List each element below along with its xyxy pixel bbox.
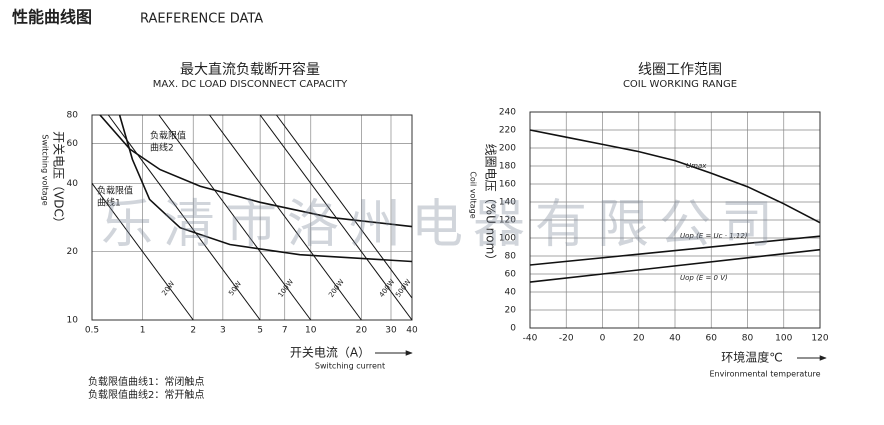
curve-label: 负载限值 [150,130,186,142]
x-tick-label: 0.5 [85,326,99,336]
y-tick-label: 60 [67,139,79,149]
x-tick-label: 120 [811,334,828,344]
x-tick-label: -40 [523,334,538,344]
y-tick-label: 40 [505,288,517,298]
x-tick-label: 20 [356,326,368,336]
curve-label: 曲线1 [97,197,121,209]
chart-title: 最大直流负载断开容量 [180,61,320,78]
power-line [91,183,194,321]
x-tick-label: 40 [669,334,681,344]
chart-subtitle: COIL WORKING RANGE [623,79,737,90]
x-tick-label: 20 [633,334,645,344]
y-tick-label: 20 [505,306,517,316]
series-line [529,235,821,266]
x-axis-label: 环境温度℃ [721,350,782,365]
series-line [529,129,821,224]
curve-label: 曲线2 [150,142,174,154]
y-tick-label: 120 [499,216,516,226]
power-line [209,114,362,321]
note: 负载限值曲线2：常开触点 [88,388,204,401]
x-axis-label: 开关电流（A） [290,346,370,360]
x-tick-label: -20 [559,334,574,344]
y-tick-label: 200 [499,144,516,154]
y-tick-label: 100 [499,234,516,244]
y-axis-label: 开关电压（VDC） [52,131,66,229]
y-axis-label-en: Coil voltage [469,171,478,218]
watermark: 乐清市洛州电器有限公司 [101,195,783,255]
x-tick-label: 0 [600,334,606,344]
x-tick-label: 7 [282,326,288,336]
series-line [529,248,821,283]
y-tick-label: 80 [67,111,79,121]
x-tick-label: 30 [385,326,397,336]
y-axis-label: 线圈电压（%U nom） [484,144,498,267]
x-tick-label: 40 [406,326,418,336]
series-label: Umax [686,162,707,170]
x-axis-label-en: Environmental temperature [709,370,820,379]
y-tick-label: 220 [499,126,516,136]
x-tick-label: 10 [305,326,317,336]
chart-subtitle: MAX. DC LOAD DISCONNECT CAPACITY [153,79,348,90]
y-tick-label: 20 [67,247,79,257]
header-title: 性能曲线图 [12,8,92,27]
note: 负载限值曲线1：常闭触点 [88,375,204,388]
x-tick-label: 60 [706,334,718,344]
power-line [276,114,413,299]
y-tick-label: 40 [67,179,79,189]
header-subtitle: RAEFERENCE DATA [140,12,263,27]
y-tick-label: 10 [67,316,79,326]
x-tick-label: 100 [775,334,792,344]
series-line [118,114,413,263]
y-tick-label: 180 [499,162,516,172]
chart-title: 线圈工作范围 [638,61,722,78]
y-tick-label: 0 [510,324,516,334]
y-tick-label: 140 [499,198,516,208]
plot-frame [529,111,821,329]
x-tick-label: 2 [190,326,196,336]
y-tick-label: 160 [499,180,516,190]
y-axis-label-en: Switching voltage [41,134,50,205]
x-tick-label: 5 [257,326,263,336]
x-tick-label: 3 [220,326,226,336]
power-line [158,114,312,321]
plot-frame [91,114,413,321]
x-axis-label-en: Switching current [315,362,385,371]
x-tick-label: 80 [742,334,754,344]
power-line [107,114,261,321]
y-tick-label: 80 [505,252,517,262]
series-label: Uop (E = 0 V) [680,274,728,282]
y-tick-label: 240 [499,108,516,118]
curve-label: 负载限值 [97,185,133,197]
y-tick-label: 60 [505,270,517,280]
series-label: Uop (E = Uc · 1.12) [680,232,748,240]
x-tick-label: 1 [140,326,146,336]
